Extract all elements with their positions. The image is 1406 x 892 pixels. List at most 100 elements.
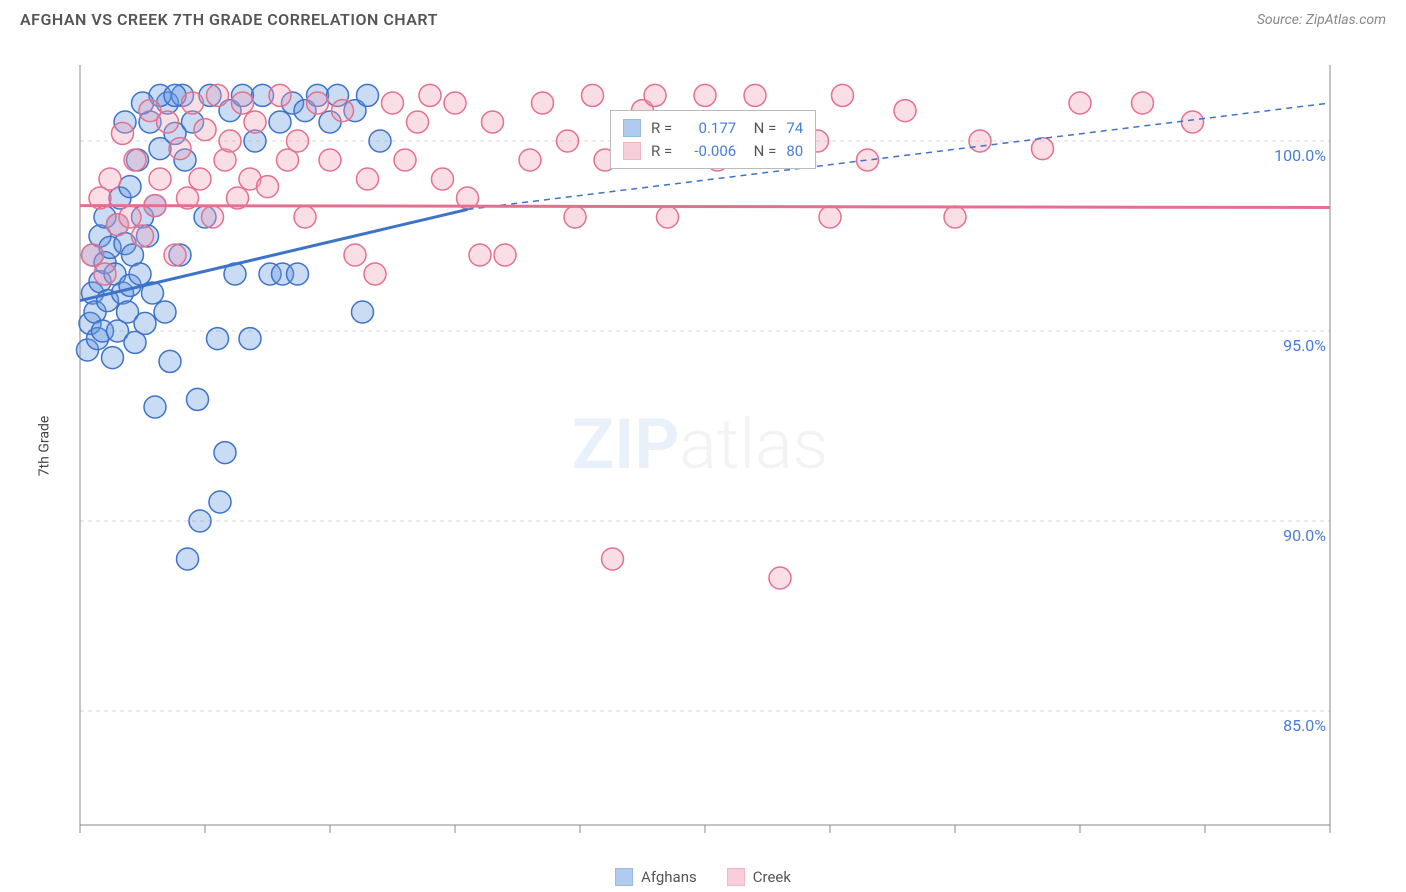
data-point [657, 206, 679, 228]
data-point [207, 84, 229, 106]
n-label: N = [746, 117, 776, 140]
data-point [1069, 92, 1091, 114]
data-point [202, 206, 224, 228]
data-point [119, 206, 141, 228]
data-point [644, 84, 666, 106]
y-tick-label: 100.0% [1274, 146, 1326, 165]
data-point [582, 84, 604, 106]
correlation-stats-box: R = 0.177 N = 74R = -0.006 N = 80 [610, 110, 816, 169]
data-point [407, 111, 429, 133]
legend-item: Creek [727, 868, 791, 886]
chart-title: AFGHAN VS CREEK 7TH GRADE CORRELATION CH… [20, 10, 438, 29]
x-tick-label: 50.0% [1287, 838, 1330, 840]
legend-label: Creek [753, 868, 791, 886]
chart-container: 85.0%90.0%95.0%100.0%0.0%50.0% ZIPatlas … [50, 50, 1350, 840]
n-value: 74 [786, 117, 803, 140]
data-point [602, 548, 624, 570]
data-point [357, 168, 379, 190]
data-point [444, 92, 466, 114]
data-point [744, 84, 766, 106]
data-point [169, 138, 191, 160]
stats-row: R = 0.177 N = 74 [623, 117, 803, 140]
y-tick-label: 90.0% [1283, 526, 1326, 545]
data-point [564, 206, 586, 228]
data-point [532, 92, 554, 114]
r-label: R = [651, 140, 672, 163]
data-point [419, 84, 441, 106]
data-point [357, 84, 379, 106]
data-point [99, 168, 121, 190]
legend-label: Afghans [641, 868, 697, 886]
n-value: 80 [786, 140, 803, 163]
data-point [287, 130, 309, 152]
data-point [164, 244, 186, 266]
data-point [129, 263, 151, 285]
data-point [232, 92, 254, 114]
y-tick-label: 95.0% [1283, 336, 1326, 355]
data-point [189, 168, 211, 190]
data-point [187, 388, 209, 410]
data-point [519, 149, 541, 171]
data-point [182, 92, 204, 114]
data-point [134, 312, 156, 334]
data-point [132, 225, 154, 247]
legend-item: Afghans [615, 868, 697, 886]
data-point [332, 100, 354, 122]
y-tick-label: 85.0% [1283, 716, 1326, 735]
data-point [819, 206, 841, 228]
data-point [149, 168, 171, 190]
data-point [857, 149, 879, 171]
data-point [144, 396, 166, 418]
data-point [1132, 92, 1154, 114]
data-point [694, 84, 716, 106]
bottom-legend: Afghans Creek [615, 868, 791, 886]
r-value: 0.177 [682, 117, 736, 140]
data-point [209, 491, 231, 513]
data-point [157, 111, 179, 133]
data-point [239, 328, 261, 350]
source-attribution: Source: ZipAtlas.com [1257, 12, 1386, 28]
data-point [432, 168, 454, 190]
data-point [557, 130, 579, 152]
data-point [319, 149, 341, 171]
data-point [112, 122, 134, 144]
data-point [219, 130, 241, 152]
data-point [382, 92, 404, 114]
data-point [189, 510, 211, 532]
trend-line [80, 206, 1330, 208]
data-point [159, 350, 181, 372]
data-point [194, 119, 216, 141]
legend-swatch [727, 868, 745, 886]
data-point [124, 149, 146, 171]
data-point [269, 84, 291, 106]
data-point [494, 244, 516, 266]
data-point [154, 301, 176, 323]
data-point [287, 263, 309, 285]
data-point [207, 328, 229, 350]
data-point [369, 130, 391, 152]
data-point [482, 111, 504, 133]
data-point [469, 244, 491, 266]
data-point [1032, 138, 1054, 160]
data-point [969, 130, 991, 152]
data-point [214, 442, 236, 464]
data-point [244, 111, 266, 133]
data-point [269, 111, 291, 133]
series-swatch [623, 142, 641, 160]
data-point [1182, 111, 1204, 133]
r-value: -0.006 [682, 140, 736, 163]
data-point [364, 263, 386, 285]
data-point [944, 206, 966, 228]
data-point [177, 548, 199, 570]
data-point [82, 244, 104, 266]
data-point [894, 100, 916, 122]
data-point [344, 244, 366, 266]
legend-swatch [615, 868, 633, 886]
stats-row: R = -0.006 N = 80 [623, 140, 803, 163]
data-point [352, 301, 374, 323]
data-point [102, 347, 124, 369]
series-swatch [623, 119, 641, 137]
data-point [307, 92, 329, 114]
data-point [119, 176, 141, 198]
data-point [769, 567, 791, 589]
